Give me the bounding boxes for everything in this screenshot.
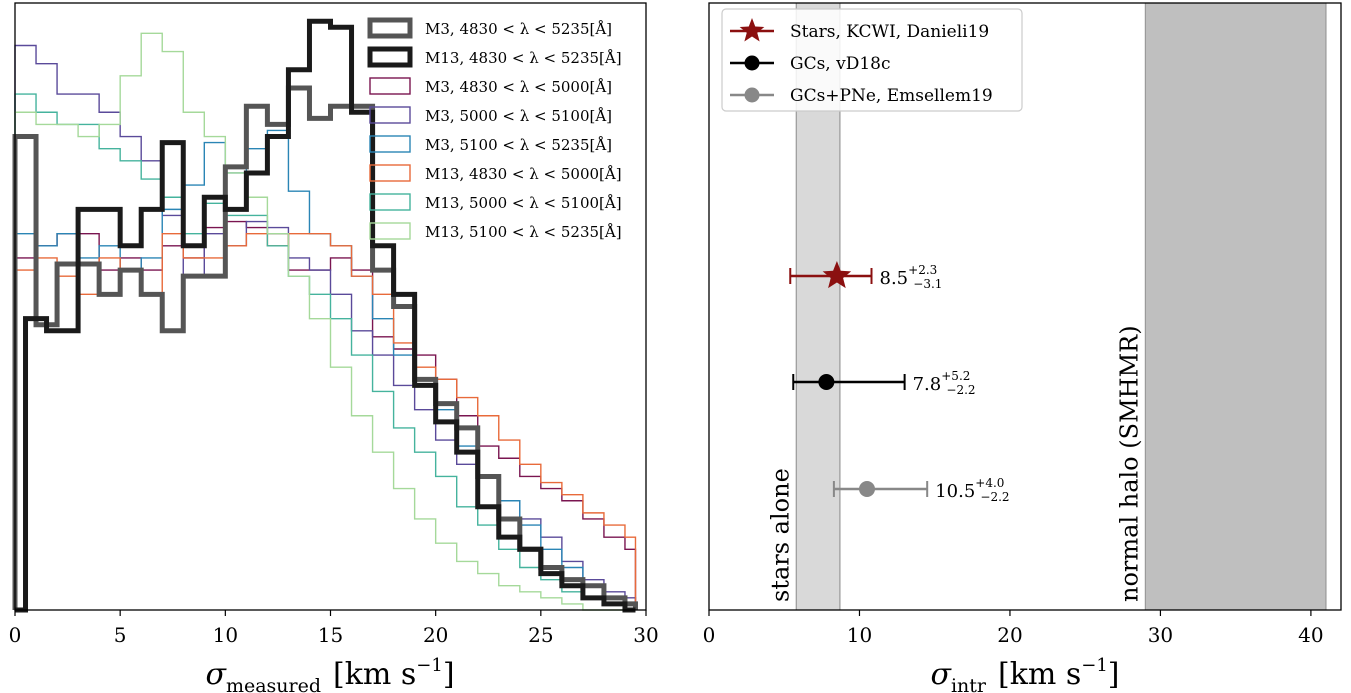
value-annotation-number: 7.8 <box>913 374 942 395</box>
dispersion-x-ticks: 0 10 20 30 40 <box>703 610 1324 647</box>
value-annotation-plus: +5.2 <box>941 369 970 383</box>
histogram-legend-swatch <box>369 135 411 153</box>
legend-label: Stars, KCWI, Danieli19 <box>790 22 989 42</box>
value-annotation-minus: −2.2 <box>980 490 1009 504</box>
histogram-legend-label: M3, 5100 < λ < 5235[Å] <box>425 136 612 154</box>
histogram-x-tick-label: 5 <box>114 623 127 647</box>
data-point-star <box>822 261 852 289</box>
dispersion-x-label-close: ] <box>1108 657 1120 692</box>
histogram-x-tick-label: 15 <box>318 623 343 647</box>
histogram-legend-swatch <box>369 222 411 240</box>
histogram-x-label-units: [km s <box>333 657 416 692</box>
histogram-series-1 <box>15 18 636 613</box>
histogram-legend-label: M13, 5000 < λ < 5100[Å] <box>425 194 622 212</box>
value-annotation-plus: +4.0 <box>975 476 1004 490</box>
histogram-legend-label: M3, 5000 < λ < 5100[Å] <box>425 107 612 125</box>
histogram-legend-label: M13, 4830 < λ < 5235[Å] <box>425 49 622 67</box>
value-annotation-number: 10.5 <box>935 481 975 502</box>
histogram-series-5 <box>14 232 637 610</box>
value-annotation-minus: −3.1 <box>913 277 942 291</box>
dispersion-x-label-subscript: intr <box>951 675 987 693</box>
value-annotation-plus: +2.3 <box>908 263 937 277</box>
data-point-circle <box>818 374 835 390</box>
histogram-x-label-exponent: −1 <box>416 655 443 676</box>
histogram-series-6 <box>14 93 636 611</box>
value-annotation: 8.5+2.3 −3.1 <box>880 263 943 291</box>
legend-marker-circle <box>744 87 760 103</box>
data-point-circle <box>859 481 875 497</box>
dispersion-x-tick-label: 0 <box>703 623 716 647</box>
histogram-legend: M3, 4830 < λ < 5235[Å] M13, 4830 < λ < 52… <box>367 17 622 241</box>
dispersion-x-tick-label: 20 <box>997 623 1022 647</box>
histogram-legend-swatch <box>369 193 411 211</box>
histogram-legend-swatch <box>367 17 413 39</box>
value-annotation: 7.8+5.2 −2.2 <box>913 369 976 397</box>
histogram-x-tick-label: 0 <box>9 623 22 647</box>
dispersion-x-label-exponent: −1 <box>1081 655 1108 676</box>
histogram-x-label-close: ] <box>443 657 455 692</box>
dispersion-x-label-units: [km s <box>998 657 1081 692</box>
histogram-legend-label: M3, 4830 < λ < 5000[Å] <box>425 78 612 96</box>
dispersion-legend-box <box>721 8 1023 112</box>
histogram-panel: 0 5 10 15 20 25 30 M3, 4830 < λ < 5235[Å] M13, … <box>9 2 659 693</box>
dispersion-x-tick-label: 10 <box>847 623 872 647</box>
histogram-x-label-subscript: measured <box>226 675 321 693</box>
value-annotation-number: 8.5 <box>880 268 909 289</box>
dispersion-x-tick-label: 40 <box>1298 623 1323 647</box>
histogram-legend-swatch <box>369 77 411 95</box>
dispersion-points: 8.5+2.3 −3.17.8+5.2 −2.210.5+4.0 −2.2 <box>789 261 1010 504</box>
histogram-x-tick-label: 25 <box>528 623 553 647</box>
histogram-legend-label: M13, 4830 < λ < 5000[Å] <box>425 165 622 183</box>
histogram-x-tick-label: 30 <box>633 623 658 647</box>
dispersion-plot-frame <box>708 2 1342 611</box>
histogram-legend-label: M3, 4830 < λ < 5235[Å] <box>425 20 612 38</box>
histogram-x-label-symbol: σ <box>205 657 227 692</box>
histogram-legend-label: M13, 5100 < λ < 5235[Å] <box>425 223 622 241</box>
legend-marker-star <box>739 18 765 42</box>
histogram-legend-swatch <box>367 46 413 68</box>
band-label-normal-halo-smhmr: normal halo (SMHMR) <box>1115 325 1143 602</box>
value-annotation: 10.5+4.0 −2.2 <box>935 476 1009 504</box>
band-label-stars-alone: stars alone <box>766 468 794 602</box>
dispersion-x-axis-label: σintr [km s−1] <box>930 655 1119 693</box>
dispersion-panel: stars alone normal halo (SMHMR) 8.5+2.3 −3… <box>703 2 1342 693</box>
legend-label: GCs, vD18c <box>790 54 891 74</box>
dispersion-x-label-symbol: σ <box>930 657 952 692</box>
histogram-x-tick-label: 10 <box>213 623 238 647</box>
dispersion-x-tick-label: 30 <box>1148 623 1173 647</box>
histogram-legend-swatch <box>369 164 411 182</box>
band-normal-halo-smhmr <box>1145 3 1326 610</box>
legend-label: GCs+PNe, Emsellem19 <box>790 86 993 106</box>
histogram-series-7 <box>14 32 636 611</box>
histogram-legend-swatch <box>369 106 411 124</box>
histogram-x-axis-label: σmeasured [km s−1] <box>205 655 454 693</box>
histogram-series-3 <box>14 44 637 610</box>
legend-marker-circle <box>744 55 760 71</box>
histogram-x-tick-label: 20 <box>423 623 448 647</box>
histogram-x-ticks: 0 5 10 15 20 25 30 <box>9 610 659 647</box>
histogram-series-group <box>12 18 638 613</box>
value-annotation-minus: −2.2 <box>946 383 975 397</box>
dispersion-legend: Stars, KCWI, Danieli19 GCs, vD18c GCs+PNe,… <box>721 8 1023 112</box>
